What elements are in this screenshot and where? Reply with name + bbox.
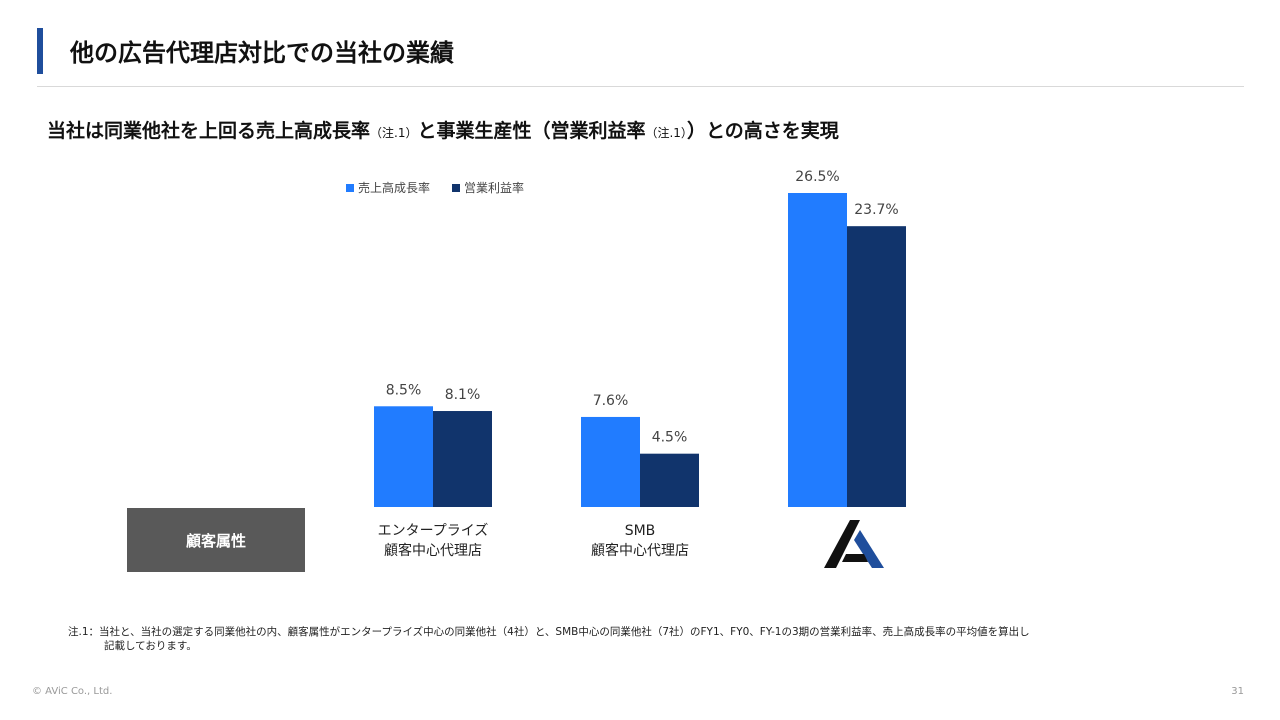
customer-attribute-label: 顧客属性	[127, 508, 305, 572]
category-label-enterprise-line2: 顧客中心代理店	[384, 543, 482, 559]
category-label-smb-line2: 顧客中心代理店	[591, 543, 689, 559]
page-number: 31	[1231, 686, 1244, 697]
bar-series1-cat2	[847, 226, 906, 507]
category-label-smb-line1: SMB	[624, 523, 656, 539]
title-divider	[37, 86, 1244, 87]
legend-label-1: 営業利益率	[464, 180, 524, 195]
bar-series0-cat0	[374, 406, 433, 507]
slide-subtitle: 当社は同業他社を上回る売上高成長率（注.1）と事業生産性（営業利益率（注.1））…	[47, 116, 839, 143]
footnote: 注.1：当社と、当社の選定する同業他社の内、顧客属性がエンタープライズ中心の同業…	[68, 625, 1198, 653]
bar-series0-cat1	[581, 416, 640, 507]
page-title: 他の広告代理店対比での当社の業績	[70, 39, 454, 67]
data-label-series0-cat1: 7.6%	[593, 393, 629, 409]
bar-series1-cat0	[433, 411, 492, 507]
data-label-series1-cat1: 4.5%	[652, 430, 688, 446]
data-label-series1-cat2: 23.7%	[854, 202, 898, 218]
subtitle-part-2: と事業生産性（営業利益率	[417, 120, 646, 142]
footnote-line-1: 注.1：当社と、当社の選定する同業他社の内、顧客属性がエンタープライズ中心の同業…	[68, 626, 1030, 638]
subtitle-part-3: ）との高さを実現	[686, 120, 839, 142]
category-label-smb: SMB 顧客中心代理店	[550, 521, 730, 561]
avic-logo-icon	[824, 520, 884, 568]
copyright: © AViC Co., Ltd.	[32, 686, 113, 697]
subtitle-note-1: （注.1）	[370, 126, 418, 140]
data-label-series0-cat0: 8.5%	[386, 382, 422, 398]
bar-series1-cat1	[640, 453, 699, 507]
data-label-series0-cat2: 26.5%	[795, 169, 839, 185]
footnote-line-2: 記載しております。	[104, 640, 197, 652]
legend-swatch-1	[452, 184, 460, 192]
title-accent-bar	[37, 28, 43, 74]
bar-series0-cat2	[788, 193, 847, 507]
category-label-enterprise: エンタープライズ 顧客中心代理店	[343, 521, 523, 561]
legend-label-0: 売上高成長率	[358, 180, 430, 195]
category-label-enterprise-line1: エンタープライズ	[377, 523, 489, 539]
legend-swatch-0	[346, 184, 354, 192]
subtitle-part-1: 当社は同業他社を上回る売上高成長率	[47, 120, 371, 142]
subtitle-note-2: （注.1）	[645, 126, 687, 140]
data-label-series1-cat0: 8.1%	[445, 387, 481, 403]
